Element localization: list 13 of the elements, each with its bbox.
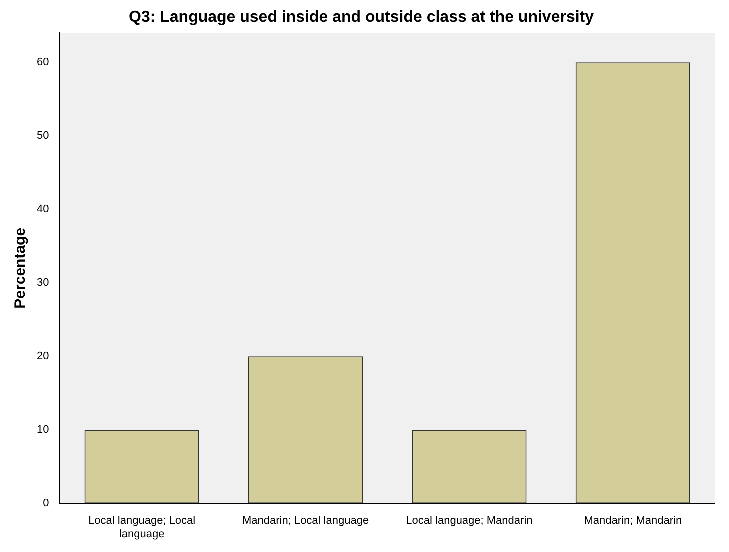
chart-title: Q3: Language used inside and outside class at the university: [128, 9, 594, 26]
y-tick-label: 30: [36, 277, 50, 290]
y-tick-label: 60: [36, 56, 50, 69]
x-tick-label: Local language; Local language: [88, 515, 196, 540]
x-tick-label: Mandarin; Mandarin: [584, 515, 682, 528]
y-tick-label: 20: [36, 350, 50, 363]
y-axis-title: Percentage: [12, 228, 30, 309]
x-tick-label: Local language; Mandarin: [406, 515, 533, 528]
y-tick-label: 50: [36, 130, 50, 142]
x-tick-label: Mandarin; Local language: [242, 515, 370, 528]
y-tick-label: 10: [36, 424, 50, 436]
y-tick-label: 0: [43, 498, 50, 510]
y-tick-label: 40: [36, 204, 50, 216]
